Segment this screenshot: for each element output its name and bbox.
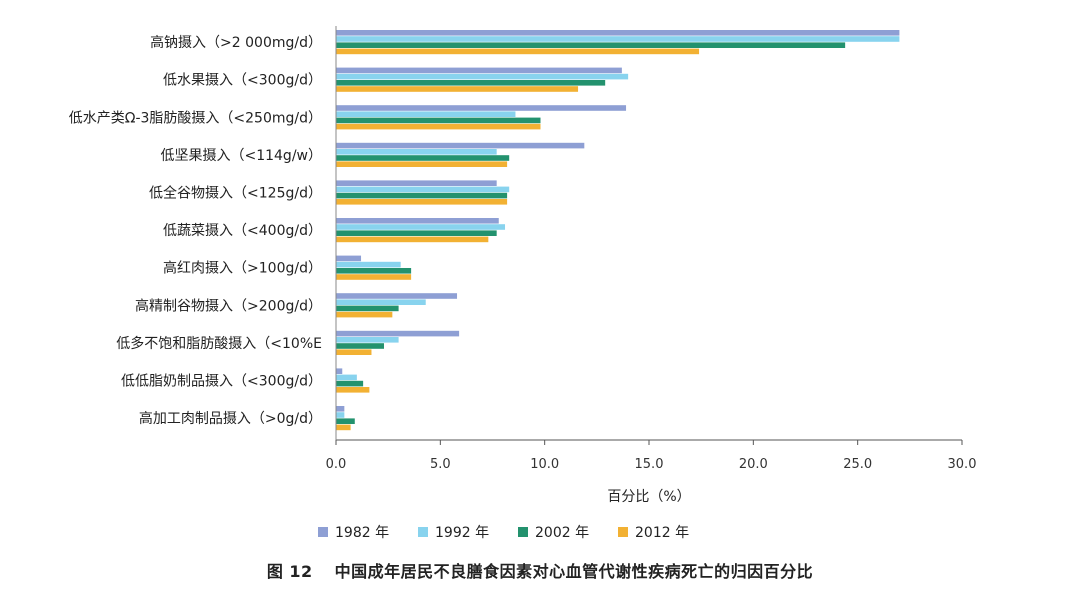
bar-2-2 [336, 117, 541, 124]
legend-label: 1982 年 [335, 525, 389, 541]
category-label: 高精制谷物摄入（>200g/d） [135, 297, 322, 314]
category-label: 高红肉摄入（>100g/d） [163, 260, 322, 277]
category-label: 低多不饱和脂肪酸摄入（<10%E [116, 335, 322, 352]
bar-7-0 [336, 293, 458, 299]
bar-9-0 [336, 368, 343, 374]
x-tick-label: 0.0 [326, 457, 347, 472]
category-label: 低全谷物摄入（<125g/d） [149, 185, 322, 202]
bar-10-3 [336, 424, 351, 431]
legend-swatch [318, 527, 328, 537]
bar-8-3 [336, 349, 372, 355]
bar-4-3 [336, 199, 508, 205]
bar-3-3 [336, 161, 508, 167]
category-label: 低水产类Ω-3脂肪酸摄入（<250mg/d） [69, 110, 322, 126]
bar-9-1 [336, 374, 357, 381]
bar-8-0 [336, 330, 460, 337]
x-tick-label: 5.0 [430, 457, 451, 472]
bar-0-2 [336, 42, 846, 48]
bar-0-1 [336, 36, 900, 42]
bar-5-1 [336, 224, 506, 230]
bar-7-2 [336, 305, 399, 312]
bar-5-0 [336, 218, 499, 224]
bar-6-3 [336, 274, 412, 280]
bar-3-2 [336, 155, 510, 161]
bar-1-0 [336, 67, 622, 74]
x-tick-label: 25.0 [843, 457, 872, 472]
bar-3-0 [336, 142, 585, 149]
category-label: 低坚果摄入（<114g/w） [160, 148, 322, 164]
legend-label: 1992 年 [435, 525, 489, 541]
category-label: 低水果摄入（<300g/d） [163, 73, 322, 89]
x-tick-label: 10.0 [530, 457, 559, 472]
plot-area [336, 30, 900, 431]
bar-10-2 [336, 418, 355, 424]
bar-7-3 [336, 311, 393, 318]
bar-7-1 [336, 299, 426, 305]
bar-8-2 [336, 343, 384, 349]
x-axis-title: 百分比（%） [607, 489, 690, 505]
legend-swatch [618, 527, 628, 537]
bar-1-3 [336, 86, 579, 92]
bar-6-0 [336, 255, 362, 262]
bar-0-3 [336, 48, 700, 55]
bar-2-3 [336, 123, 541, 130]
legend: 1982 年 1992 年 2002 年 2012 年 [318, 525, 689, 541]
bar-5-3 [336, 236, 489, 243]
legend-label: 2012 年 [635, 525, 689, 541]
bar-1-1 [336, 73, 629, 80]
figure-number: 图 12 [266, 562, 313, 581]
bar-9-3 [336, 387, 370, 393]
bar-10-1 [336, 412, 345, 418]
bar-chart: 高钠摄入（>2 000mg/d） 低水果摄入（<300g/d） 低水产类Ω-3脂肪酸… [69, 26, 977, 541]
category-label: 高加工肉制品摄入（>0g/d） [139, 410, 322, 427]
bar-2-0 [336, 105, 627, 111]
bar-9-2 [336, 380, 364, 387]
bar-10-0 [336, 406, 345, 412]
bar-6-2 [336, 268, 412, 274]
category-label: 低低脂奶制品摄入（<300g/d） [121, 374, 322, 390]
x-axis: 0.0 5.0 10.0 15.0 20.0 25.0 30.0 [326, 26, 977, 472]
category-labels: 高钠摄入（>2 000mg/d） 低水果摄入（<300g/d） 低水产类Ω-3脂肪酸… [69, 34, 322, 427]
x-tick-label: 30.0 [948, 457, 977, 472]
bar-0-0 [336, 30, 900, 36]
figure-caption: 图 12 中国成年居民不良膳食因素对心血管代谢性疾病死亡的归因百分比 [0, 558, 1080, 582]
category-label: 低蔬菜摄入（<400g/d） [163, 223, 322, 239]
figure-title: 中国成年居民不良膳食因素对心血管代谢性疾病死亡的归因百分比 [334, 562, 814, 581]
x-tick-label: 15.0 [635, 457, 664, 472]
bar-4-2 [336, 192, 508, 199]
bar-3-1 [336, 149, 497, 155]
category-label: 高钠摄入（>2 000mg/d） [150, 34, 322, 51]
bar-6-1 [336, 261, 401, 268]
bar-8-1 [336, 337, 399, 343]
bar-5-2 [336, 230, 497, 236]
bar-4-0 [336, 180, 497, 186]
x-tick-label: 20.0 [739, 457, 768, 472]
bar-4-1 [336, 186, 510, 193]
legend-label: 2002 年 [535, 525, 589, 541]
bar-2-1 [336, 111, 516, 117]
bar-1-2 [336, 80, 606, 86]
legend-swatch [518, 527, 528, 537]
legend-swatch [418, 527, 428, 537]
